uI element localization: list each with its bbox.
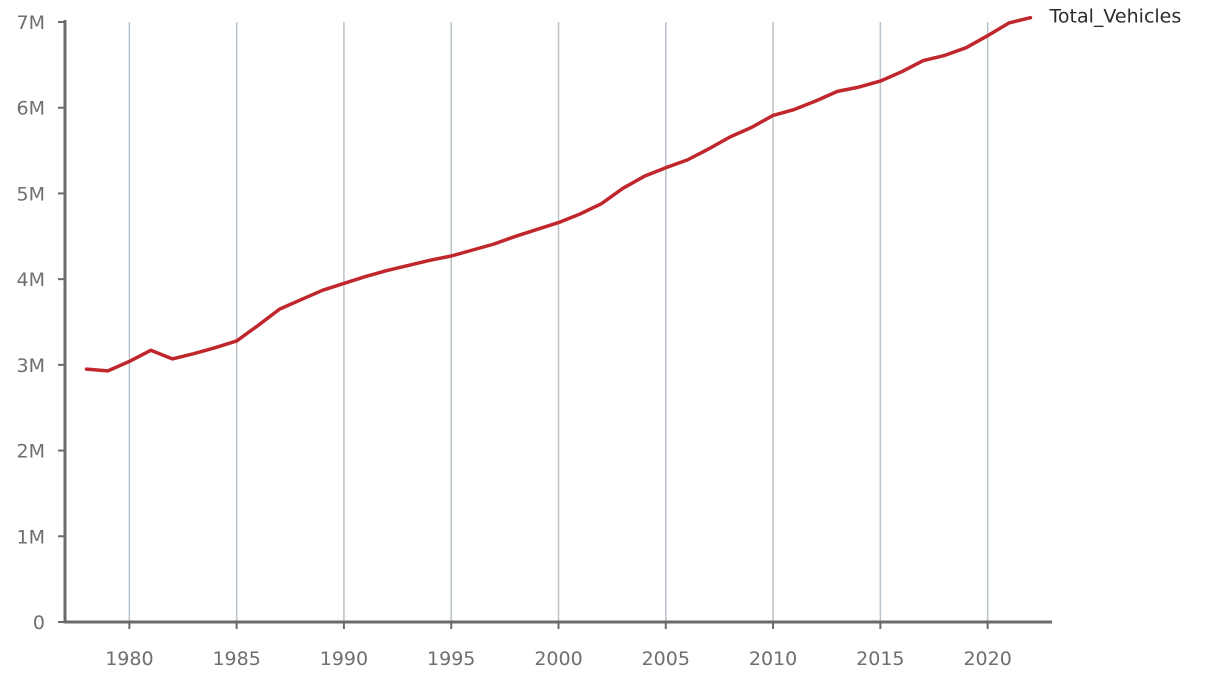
series-line-total-vehicles [84,15,1033,373]
series-labels: Total_Vehicles [1049,6,1182,28]
series-group [84,15,1033,373]
x-tick-label: 1985 [212,648,260,670]
x-tick-label: 2020 [963,648,1011,670]
y-axis: 0 1M 2M 3M 4M 5M 6M 7M [17,12,67,634]
y-tick-label: 7M [17,12,45,34]
series-label: Total_Vehicles [1049,6,1182,28]
y-tick-label: 1M [17,526,45,548]
vertical-gridlines [128,22,989,622]
x-tick-label: 2010 [749,648,797,670]
x-tick-label: 1990 [320,648,368,670]
x-tick-label: 2005 [642,648,690,670]
y-tick-label: 4M [17,269,45,291]
x-tick-label: 2000 [534,648,582,670]
x-axis: 1980 1985 1990 1995 2000 2005 2010 2015 2020 [63,620,1052,670]
x-tick-label: 2015 [856,648,904,670]
y-tick-label: 2M [17,441,45,463]
x-tick-label: 1995 [427,648,475,670]
y-tick-label: 3M [17,355,45,377]
y-tick-label: 0 [33,612,45,634]
x-tick-label: 1980 [105,648,153,670]
y-tick-label: 5M [17,183,45,205]
y-tick-label: 6M [17,98,45,120]
